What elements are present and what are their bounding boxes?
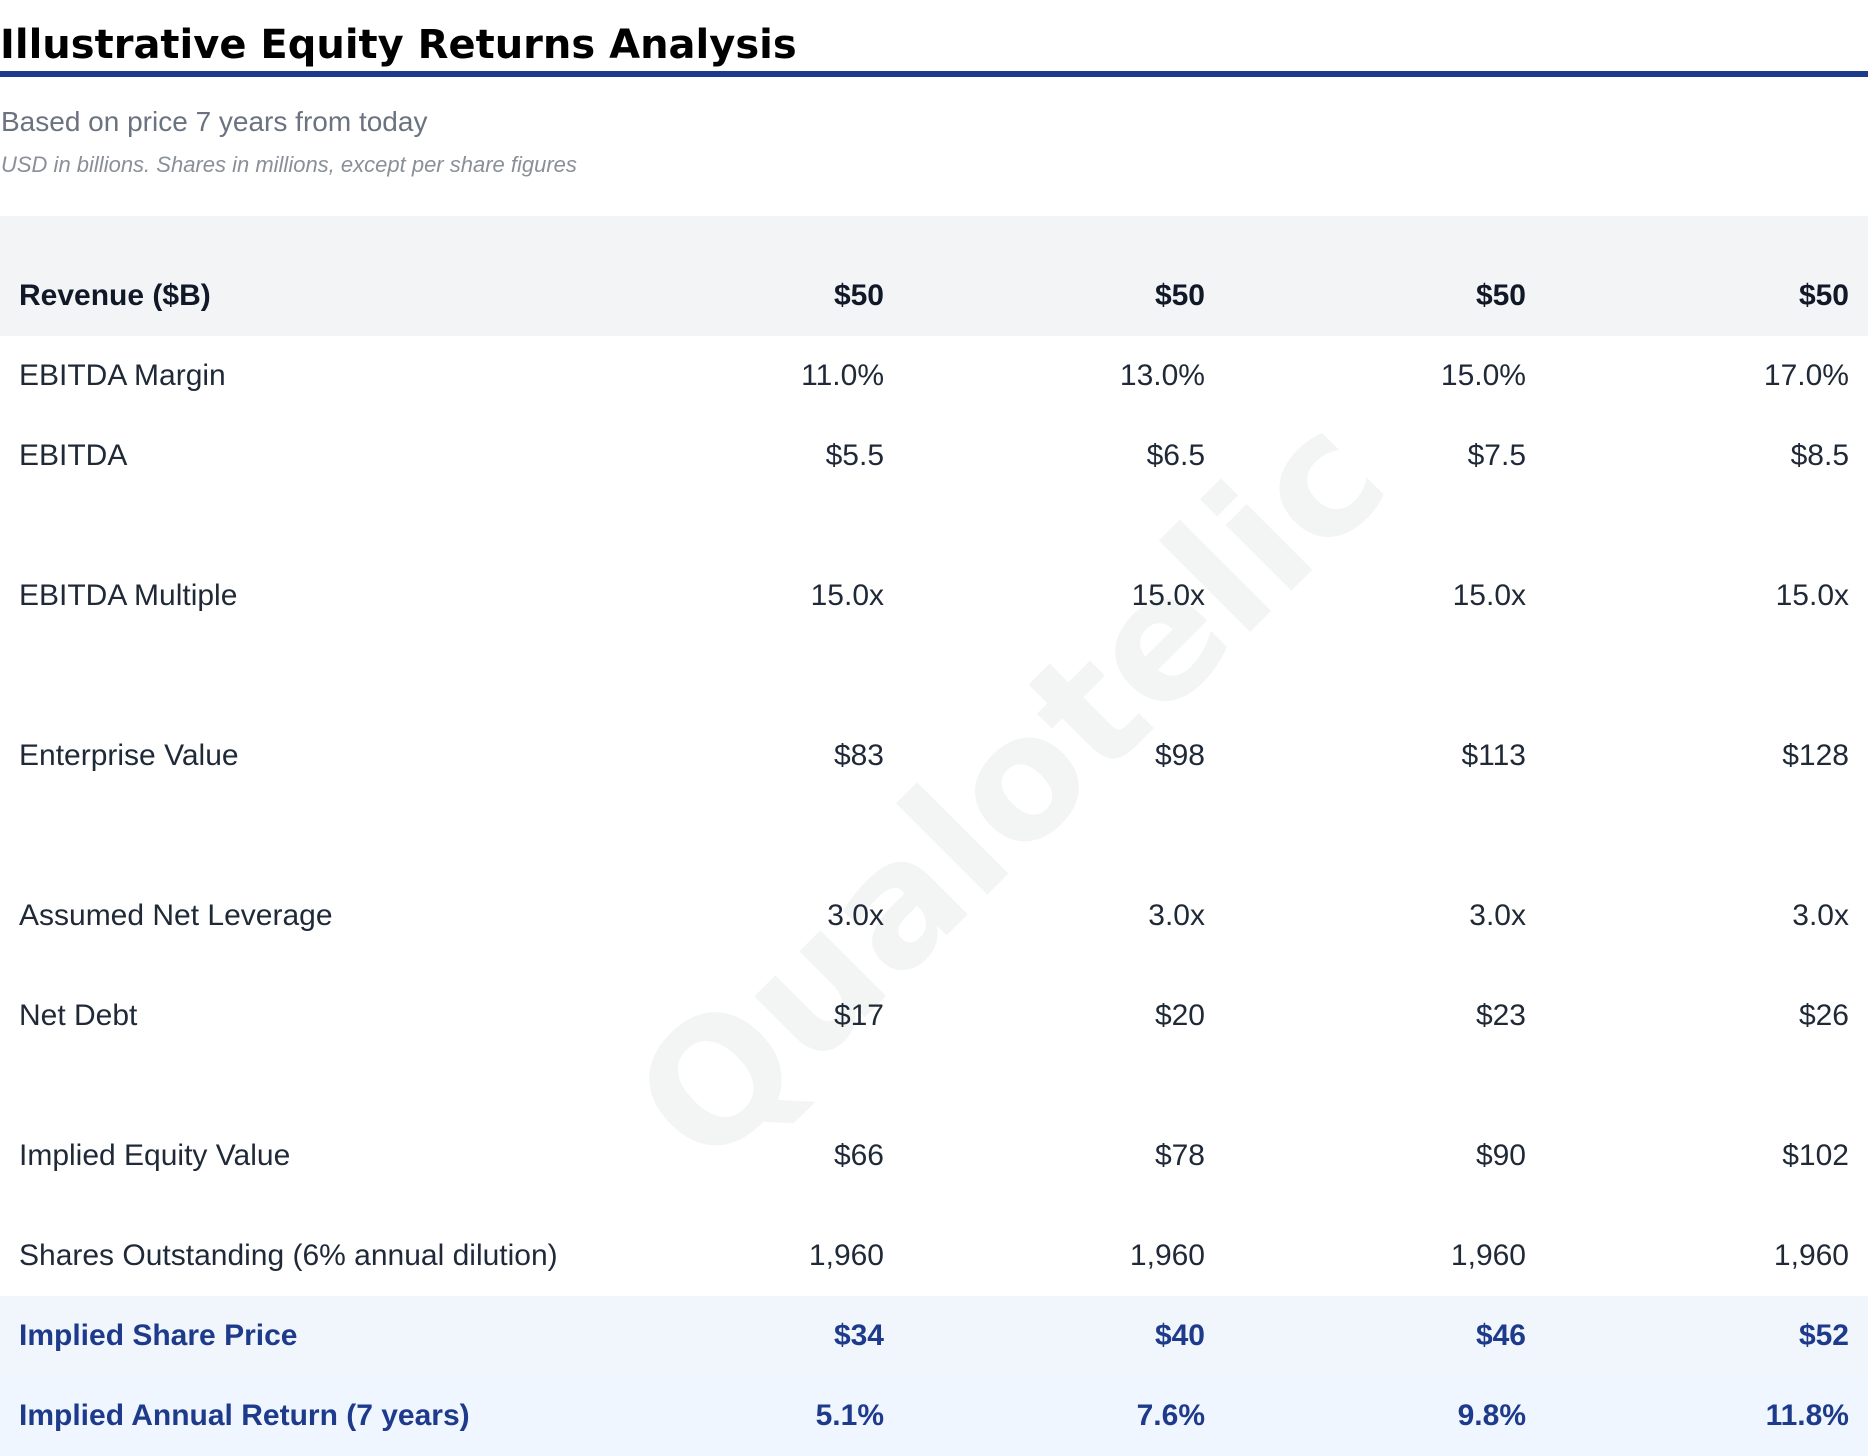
header-value: $50 — [1545, 256, 1868, 336]
row-label: Implied Equity Value — [19, 1139, 291, 1172]
table-row: Assumed Net Leverage 3.0x 3.0x 3.0x 3.0x — [0, 816, 1868, 976]
row-value: $23 — [1475, 999, 1526, 1032]
row-value: $90 — [1475, 1139, 1526, 1172]
row-value: 13.0% — [1119, 359, 1205, 392]
page-title: Illustrative Equity Returns Analysis — [0, 22, 797, 68]
header-label: Revenue ($B) — [0, 256, 582, 336]
row-value: $128 — [1782, 739, 1849, 772]
row-value: $26 — [1798, 999, 1849, 1032]
row-label: EBITDA — [19, 439, 128, 472]
header-value: $50 — [903, 256, 1224, 336]
row-value: $17 — [833, 999, 884, 1032]
returns-table: Revenue ($B) $50 $50 $50 $50 EBITDA Marg… — [0, 216, 1868, 1456]
row-value: 1,960 — [1129, 1239, 1205, 1272]
row-value: $40 — [903, 1296, 1224, 1376]
header-value: $50 — [1224, 256, 1545, 336]
row-value: 1,960 — [1773, 1239, 1849, 1272]
row-value: 15.0x — [1775, 579, 1849, 612]
row-label: Implied Annual Return (7 years) — [0, 1376, 582, 1456]
row-value: 15.0x — [810, 579, 884, 612]
row-value: 3.0x — [1792, 899, 1849, 932]
title-divider — [0, 71, 1868, 77]
highlight-row-annual-return: Implied Annual Return (7 years) 5.1% 7.6… — [0, 1376, 1868, 1456]
table-top-band — [0, 216, 1868, 256]
highlight-row-share-price: Implied Share Price $34 $40 $46 $52 — [0, 1296, 1868, 1376]
table-row: EBITDA $5.5 $6.5 $7.5 $8.5 — [0, 416, 1868, 496]
row-value: 3.0x — [1148, 899, 1205, 932]
row-label: EBITDA Multiple — [19, 579, 238, 612]
row-value: $46 — [1224, 1296, 1545, 1376]
row-label: Assumed Net Leverage — [19, 899, 333, 932]
row-value: $5.5 — [825, 439, 884, 472]
table-row: Implied Equity Value $66 $78 $90 $102 — [0, 1056, 1868, 1216]
row-value: 1,960 — [808, 1239, 884, 1272]
table-row: EBITDA Margin 11.0% 13.0% 15.0% 17.0% — [0, 336, 1868, 416]
row-value: 11.8% — [1545, 1376, 1868, 1456]
row-value: 3.0x — [1469, 899, 1526, 932]
row-value: 15.0% — [1440, 359, 1526, 392]
row-label: Implied Share Price — [0, 1296, 582, 1376]
row-value: $20 — [1154, 999, 1205, 1032]
table-row: Net Debt $17 $20 $23 $26 — [0, 976, 1868, 1056]
row-label: Enterprise Value — [19, 739, 239, 772]
row-value: $6.5 — [1146, 439, 1205, 472]
row-value: $34 — [582, 1296, 903, 1376]
row-value: 11.0% — [801, 359, 884, 392]
row-value: 17.0% — [1763, 359, 1849, 392]
row-value: 7.6% — [903, 1376, 1224, 1456]
row-value: $78 — [1154, 1139, 1205, 1172]
row-value: 15.0x — [1452, 579, 1526, 612]
row-value: $7.5 — [1467, 439, 1526, 472]
row-value: $66 — [833, 1139, 884, 1172]
row-value: 1,960 — [1450, 1239, 1526, 1272]
row-value: 3.0x — [827, 899, 884, 932]
units-note: USD in billions. Shares in millions, exc… — [1, 152, 577, 177]
row-value: $102 — [1782, 1139, 1849, 1172]
row-value: 15.0x — [1131, 579, 1205, 612]
table-row: EBITDA Multiple 15.0x 15.0x 15.0x 15.0x — [0, 496, 1868, 656]
row-value: $52 — [1545, 1296, 1868, 1376]
page: Illustrative Equity Returns Analysis Bas… — [0, 22, 1868, 1456]
row-value: $8.5 — [1790, 439, 1849, 472]
table-header-row: Revenue ($B) $50 $50 $50 $50 — [0, 256, 1868, 336]
row-label: Shares Outstanding (6% annual dilution) — [19, 1239, 558, 1272]
row-value: 9.8% — [1224, 1376, 1545, 1456]
row-label: EBITDA Margin — [19, 359, 226, 392]
row-value: $83 — [833, 739, 884, 772]
row-value: $113 — [1461, 739, 1526, 772]
header-value: $50 — [582, 256, 903, 336]
table-row: Enterprise Value $83 $98 $113 $128 — [0, 656, 1868, 816]
row-value: 5.1% — [582, 1376, 903, 1456]
table-row: Shares Outstanding (6% annual dilution) … — [0, 1216, 1868, 1296]
row-label: Net Debt — [19, 999, 138, 1032]
page-subtitle: Based on price 7 years from today — [1, 106, 428, 137]
row-value: $98 — [1154, 739, 1205, 772]
